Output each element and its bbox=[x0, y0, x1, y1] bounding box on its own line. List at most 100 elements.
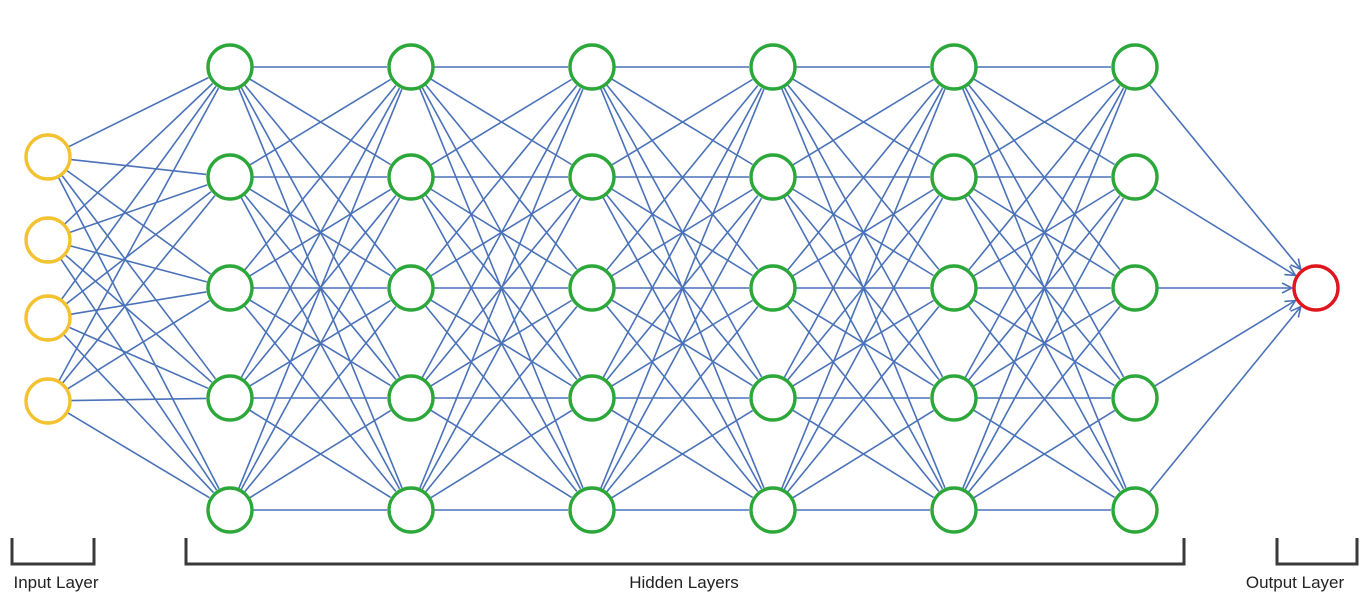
hidden-node-l4-n4 bbox=[749, 486, 797, 534]
hidden-node-l4-n3 bbox=[749, 374, 797, 422]
hidden-node-l3-n3 bbox=[568, 374, 616, 422]
connection-l3-n1-to-l4-n0 bbox=[610, 78, 753, 167]
hidden-node-l6-n4 bbox=[1111, 486, 1159, 534]
neurons bbox=[24, 43, 1340, 534]
connection-l5-n2-to-l6-n0 bbox=[967, 85, 1121, 272]
connection-l1-n4-to-l2-n2 bbox=[243, 306, 397, 494]
hidden-node-l2-n0 bbox=[387, 43, 435, 91]
connection-l1-n4-to-l2-n1 bbox=[239, 197, 401, 492]
hidden-node-l2-n4 bbox=[387, 486, 435, 534]
connection-l2-n1-to-l3-n2 bbox=[429, 187, 572, 277]
connection-l4-n3-to-l5-n0 bbox=[782, 87, 944, 380]
hidden-node-l3-n2 bbox=[568, 264, 616, 312]
connection-l4-n4-to-l5-n1 bbox=[782, 197, 944, 492]
connection-l5-n1-to-l6-n0 bbox=[972, 78, 1115, 167]
connection-l2-n3-to-l3-n4 bbox=[429, 408, 573, 499]
connection-l0-n2-to-l1-n1 bbox=[64, 191, 212, 306]
connection-l4-n0-to-l5-n1 bbox=[791, 77, 934, 166]
output-node-l7-n0 bbox=[1292, 264, 1340, 312]
hidden-node-l5-n3 bbox=[930, 374, 978, 422]
connection-l1-n1-to-l2-n2 bbox=[248, 187, 391, 277]
connection-l1-n3-to-l2-n0 bbox=[239, 87, 401, 380]
connection-l1-n2-to-l2-n3 bbox=[248, 298, 391, 387]
output-layer-bracket bbox=[1275, 538, 1359, 566]
connection-l0-n3-to-l1-n1 bbox=[61, 195, 216, 385]
connection-l4-n1-to-l5-n2 bbox=[791, 187, 934, 277]
connection-l4-n2-to-l5-n0 bbox=[786, 85, 940, 272]
connection-l6-n3-to-l7-n0 bbox=[1153, 301, 1296, 388]
hidden-node-l1-n2 bbox=[206, 264, 254, 312]
connection-l5-n2-to-l6-n3 bbox=[972, 298, 1115, 387]
hidden-layers-bracket bbox=[184, 538, 1186, 566]
hidden-layers-label: Hidden Layers bbox=[629, 573, 739, 592]
connection-l5-n1-to-l6-n3 bbox=[967, 193, 1121, 380]
hidden-node-l2-n1 bbox=[387, 153, 435, 201]
input-node-l0-n0 bbox=[24, 133, 72, 181]
connection-l5-n4-to-l6-n2 bbox=[967, 306, 1121, 494]
hidden-node-l4-n0 bbox=[749, 43, 797, 91]
connection-l1-n3-to-l2-n4 bbox=[248, 408, 392, 499]
connection-l0-n0-to-l1-n0 bbox=[67, 76, 209, 148]
hidden-node-l1-n4 bbox=[206, 486, 254, 534]
connection-l2-n4-to-l3-n1 bbox=[420, 197, 582, 492]
connection-l0-n0-to-l1-n3 bbox=[60, 174, 217, 380]
connection-l1-n1-to-l2-n3 bbox=[243, 193, 397, 380]
connection-l4-n3-to-l5-n4 bbox=[791, 408, 935, 499]
connection-l2-n4-to-l3-n0 bbox=[418, 88, 584, 490]
hidden-node-l6-n1 bbox=[1111, 153, 1159, 201]
input-node-l0-n1 bbox=[24, 216, 72, 264]
connection-l0-n0-to-l1-n4 bbox=[57, 176, 220, 490]
input-node-l0-n3 bbox=[24, 377, 72, 425]
connection-l3-n4-to-l4-n0 bbox=[599, 88, 765, 490]
hidden-node-l5-n0 bbox=[930, 43, 978, 91]
connection-l2-n2-to-l3-n3 bbox=[429, 298, 572, 387]
connection-l4-n2-to-l5-n3 bbox=[791, 298, 934, 387]
connection-l6-n4-to-l7-n0 bbox=[1148, 307, 1301, 494]
connection-l0-n2-to-l1-n0 bbox=[60, 85, 217, 301]
hidden-node-l5-n1 bbox=[930, 153, 978, 201]
connection-l1-n2-to-l2-n0 bbox=[243, 85, 397, 272]
hidden-node-l4-n2 bbox=[749, 264, 797, 312]
connection-l5-n3-to-l6-n4 bbox=[972, 408, 1116, 499]
hidden-node-l5-n4 bbox=[930, 486, 978, 534]
connection-l5-n0-to-l6-n1 bbox=[972, 77, 1115, 166]
connection-l0-n1-to-l1-n3 bbox=[64, 253, 213, 383]
connection-l6-n1-to-l7-n0 bbox=[1153, 187, 1296, 276]
connection-l5-n1-to-l6-n2 bbox=[972, 187, 1115, 277]
connection-l1-n0-to-l2-n1 bbox=[248, 77, 391, 166]
connection-l0-n3-to-l1-n2 bbox=[66, 300, 211, 391]
connection-l2-n4-to-l3-n3 bbox=[429, 409, 573, 500]
connection-l0-n2-to-l1-n2 bbox=[69, 291, 207, 316]
connection-l3-n0-to-l4-n1 bbox=[610, 77, 753, 166]
hidden-node-l3-n1 bbox=[568, 153, 616, 201]
connection-l4-n1-to-l5-n0 bbox=[791, 78, 934, 167]
input-node-l0-n2 bbox=[24, 294, 72, 342]
connection-l3-n4-to-l4-n2 bbox=[605, 306, 759, 494]
connection-l0-n2-to-l1-n4 bbox=[62, 333, 215, 494]
connection-l0-n1-to-l1-n4 bbox=[59, 257, 218, 491]
connection-l0-n1-to-l1-n1 bbox=[68, 184, 208, 234]
hidden-node-l2-n2 bbox=[387, 264, 435, 312]
connection-l2-n1-to-l3-n3 bbox=[424, 193, 578, 380]
hidden-node-l5-n2 bbox=[930, 264, 978, 312]
hidden-node-l6-n2 bbox=[1111, 264, 1159, 312]
connection-l3-n4-to-l4-n1 bbox=[601, 197, 763, 492]
connection-l2-n3-to-l3-n0 bbox=[420, 87, 582, 380]
connection-l6-n0-to-l7-n0 bbox=[1148, 83, 1301, 269]
connection-l3-n3-to-l4-n4 bbox=[610, 408, 754, 499]
connection-l3-n4-to-l4-n3 bbox=[610, 409, 754, 500]
hidden-node-l3-n4 bbox=[568, 486, 616, 534]
input-layer-bracket bbox=[10, 538, 96, 566]
connection-l2-n4-to-l3-n2 bbox=[424, 306, 578, 494]
connection-l1-n4-to-l2-n0 bbox=[237, 88, 403, 490]
connection-l2-n0-to-l3-n1 bbox=[429, 77, 572, 166]
input-layer-label: Input Layer bbox=[13, 573, 98, 592]
hidden-node-l6-n3 bbox=[1111, 374, 1159, 422]
connection-l0-n3-to-l1-n3 bbox=[69, 397, 207, 402]
connection-l3-n1-to-l4-n3 bbox=[605, 193, 759, 380]
connection-l1-n1-to-l2-n0 bbox=[248, 78, 391, 167]
connection-l0-n1-to-l1-n2 bbox=[69, 244, 208, 283]
connection-l3-n1-to-l4-n2 bbox=[610, 187, 753, 277]
connection-l5-n3-to-l6-n0 bbox=[963, 87, 1125, 380]
